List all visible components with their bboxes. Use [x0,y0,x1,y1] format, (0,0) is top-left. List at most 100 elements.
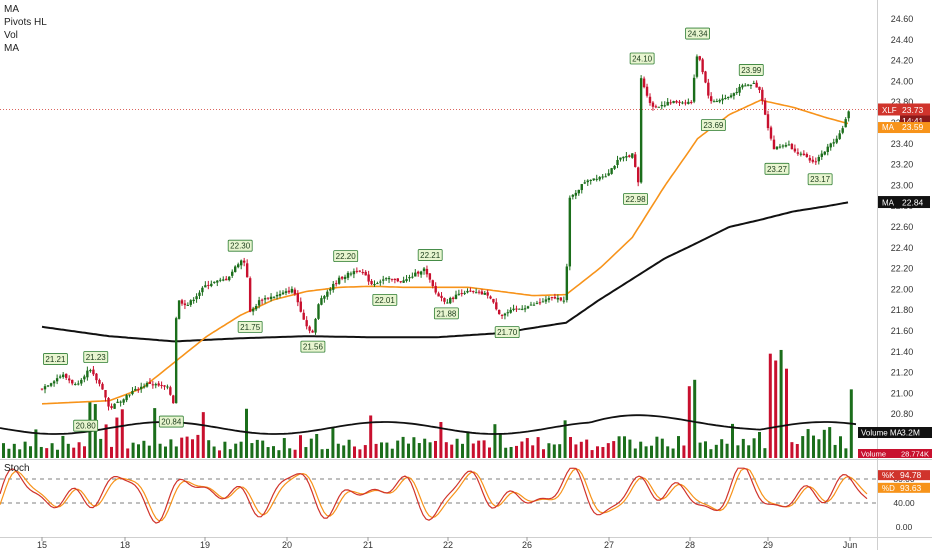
volume-bar [774,360,778,458]
candle-body [251,308,255,312]
candle-body [195,296,198,300]
volume-bar [785,368,788,458]
candle-body [128,394,131,396]
candle-body [793,148,797,152]
pivot-label: 22.98 [626,195,647,204]
price-tick-label: 24.60 [891,14,914,24]
volume-tag-value: 28.774K [901,450,929,459]
volume-bar [596,446,599,458]
volume-bar [239,441,243,458]
volume-bar [795,444,799,458]
candle-body [480,291,484,295]
volume-bar [363,445,367,458]
time-tick-label: 21 [363,540,373,550]
countdown-value: 14:41 [902,116,924,126]
pivot-label-box [433,307,459,320]
candle-body [443,298,446,302]
candle-body [844,119,847,128]
candle-body [645,86,649,96]
candle-body [80,379,83,384]
volume-bar [320,449,324,458]
candle-body [382,279,385,281]
volume-bar [628,439,632,458]
candle-body [346,272,350,278]
slow-ma-tag-value: 22.84 [902,198,924,208]
legend-item-ma[interactable]: MA [4,4,19,15]
legend-item-vol[interactable]: Vol [4,30,18,41]
fast-ma-tag-value: 23.59 [902,122,924,132]
candle-body [715,101,719,103]
time-tick-label: 15 [37,540,47,550]
pivot-label: 22.20 [336,252,357,261]
pivot-label-box [158,415,184,428]
candle-body [826,146,829,153]
candle-body [314,318,317,333]
candle-body [523,308,527,310]
legend-item-ma-2[interactable]: MA [4,43,19,54]
candle-body [526,306,530,309]
candle-body [148,382,152,384]
time-tick-label: 27 [604,540,614,550]
volume-bar [531,445,535,458]
candle-body [521,308,524,310]
time-tick-label: 20 [282,540,292,550]
candle-body [393,278,397,280]
candle-body [101,383,104,390]
candle-body [414,272,417,277]
candle-body [500,314,504,316]
candle-body [308,326,311,331]
volume-bar [731,423,734,458]
candle-body [293,289,297,295]
volume-bar [488,447,491,458]
candle-body [139,386,143,390]
candle-body [320,298,323,305]
candle-body [332,283,335,290]
volume-bar [137,444,140,458]
price-tick-label: 21.20 [891,368,914,378]
volume-bar [255,439,259,458]
volume-bar [266,447,270,458]
candle-body [622,156,625,159]
volume-bar [758,431,761,458]
volume-bar [461,443,464,458]
candle-body [373,284,376,286]
candle-body [814,161,818,163]
candle-body [352,271,356,275]
candle-body [509,309,512,313]
candle-body [234,266,237,273]
time-tick-label: 18 [120,540,130,550]
candle-body [137,389,140,391]
volume-bar [569,436,572,458]
candle-body [619,157,622,160]
pivot-label-box [237,320,263,333]
candle-body [317,304,320,319]
last-price-tag[interactable] [878,103,930,116]
candle-body [260,299,264,301]
candle-body [763,100,767,115]
pivot-label: 23.69 [703,121,724,130]
candle-body [55,378,59,382]
volume-bar [2,443,5,458]
volume-bar [655,436,659,458]
candle-body [761,89,764,101]
candle-body [242,260,246,263]
price-tick-label: 24.20 [891,56,914,66]
candle-body [248,278,252,312]
candle-body [77,383,80,385]
volume-bar [822,429,826,458]
volume-bar [428,442,432,458]
volume-bar [471,443,475,458]
candle-body [544,299,548,302]
pivot-label-box [629,52,655,65]
candle-body [49,383,53,386]
candle-body [820,153,823,157]
volume-bar [552,444,556,458]
stoch-pane-title[interactable]: Stoch [4,463,30,474]
volume-bar [110,446,113,458]
candle-body [636,167,640,183]
legend-item-pivots[interactable]: Pivots HL [4,17,47,28]
volume-bar [612,441,616,458]
volume-bar [288,448,292,458]
volume-bar [574,444,578,458]
